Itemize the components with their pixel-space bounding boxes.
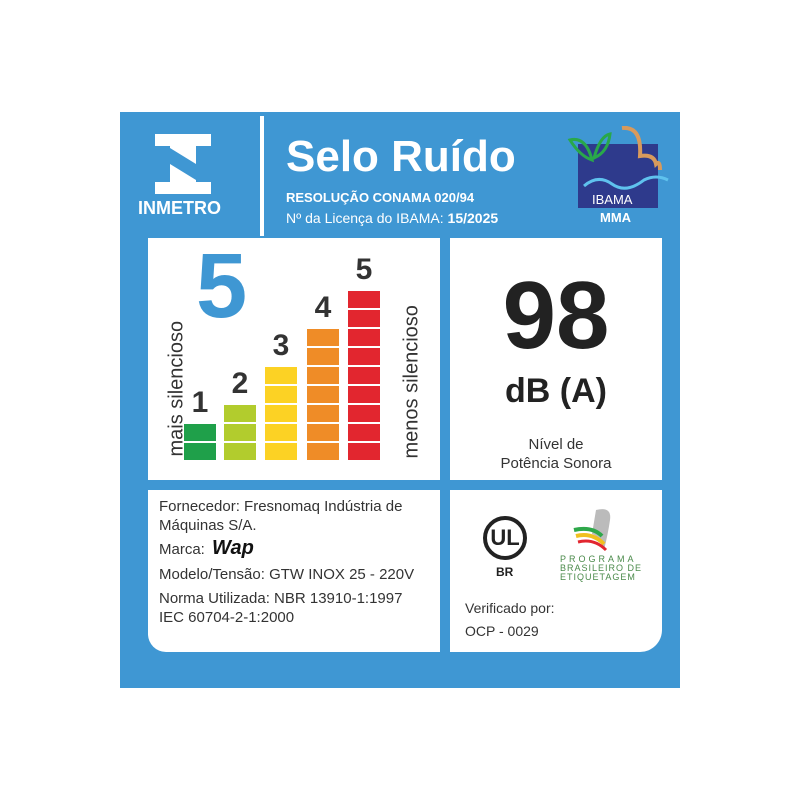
cert-panel — [450, 490, 662, 652]
supplier-2: Máquinas S/A. — [159, 517, 257, 534]
noise-value: 98 — [502, 262, 610, 369]
license: Nº da Licença do IBAMA: 15/2025 — [286, 210, 498, 226]
bar-segment — [348, 348, 380, 365]
info-panel — [148, 490, 440, 652]
bar-segment — [307, 348, 339, 365]
ibama-logo: IBAMA — [567, 126, 669, 208]
bar-segment — [348, 443, 380, 460]
bar-segment — [224, 443, 256, 460]
supplier: Fornecedor: Fresnomaq Indústria de — [159, 498, 403, 515]
model: Modelo/Tensão: GTW INOX 25 - 220V — [159, 566, 415, 583]
rating-value: 5 — [196, 235, 248, 337]
bar-label: 2 — [231, 367, 249, 400]
ul-sub: BR — [496, 565, 514, 579]
bar-segment — [307, 443, 339, 460]
bar-segment — [348, 386, 380, 403]
bar-segment — [348, 291, 380, 308]
bar-label: 5 — [355, 253, 373, 286]
verified-value: OCP - 0029 — [465, 623, 539, 639]
bar-segment — [265, 443, 297, 460]
noise-panel — [450, 238, 662, 480]
pbe-text: PROGRAMA BRASILEIRO DE ETIQUETAGEM — [560, 554, 643, 582]
label-frame: INMETRO Selo Ruído RESOLUÇÃO CONAMA 020/… — [120, 112, 680, 688]
header-divider — [260, 116, 264, 236]
rating-bar-5 — [348, 291, 380, 462]
bar-segment — [224, 424, 256, 441]
bar-segment — [348, 310, 380, 327]
brand-label: Marca: — [159, 541, 205, 558]
noise-unit: dB (A) — [505, 372, 607, 410]
rating-bar-2 — [224, 405, 256, 462]
noise-label-2: Potência Sonora — [500, 455, 612, 472]
rating-bar-1 — [184, 424, 216, 462]
right-label: menos silencioso — [400, 305, 423, 459]
norm: Norma Utilizada: NBR 13910-1:1997 — [159, 590, 403, 607]
bar-segment — [184, 443, 216, 460]
pbe-logo — [572, 506, 616, 561]
bar-segment — [348, 424, 380, 441]
norm-2: IEC 60704-2-1:2000 — [159, 609, 295, 626]
resolution: RESOLUÇÃO CONAMA 020/94 — [286, 190, 475, 205]
noise-label-1: Nível de — [528, 436, 584, 453]
bar-segment — [184, 424, 216, 441]
bar-label: 3 — [272, 329, 290, 362]
bar-segment — [265, 367, 297, 384]
bar-label: 1 — [191, 386, 209, 419]
bar-segment — [265, 386, 297, 403]
ibama-text: IBAMA — [592, 192, 633, 207]
bar-label: 4 — [314, 291, 332, 324]
ul-logo: UL — [483, 516, 527, 560]
rating-bar-3 — [265, 367, 297, 462]
bar-segment — [307, 367, 339, 384]
bar-segment — [348, 405, 380, 422]
bar-segment — [307, 424, 339, 441]
bar-segment — [265, 424, 297, 441]
mma-text: MMA — [600, 210, 632, 225]
inmetro-text: INMETRO — [138, 198, 221, 218]
license-label: Nº da Licença do IBAMA: — [286, 210, 444, 226]
page-title: Selo Ruído — [286, 132, 516, 181]
bar-segment — [224, 405, 256, 422]
bar-segment — [307, 329, 339, 346]
verified-label: Verificado por: — [465, 600, 555, 616]
bar-segment — [348, 367, 380, 384]
brand-logo: Wap — [212, 537, 254, 559]
license-value: 15/2025 — [447, 210, 499, 226]
bar-segment — [307, 386, 339, 403]
rating-bar-4 — [307, 329, 339, 462]
bar-segment — [348, 329, 380, 346]
bar-segment — [265, 405, 297, 422]
bar-segment — [307, 405, 339, 422]
inmetro-logo — [152, 134, 214, 194]
